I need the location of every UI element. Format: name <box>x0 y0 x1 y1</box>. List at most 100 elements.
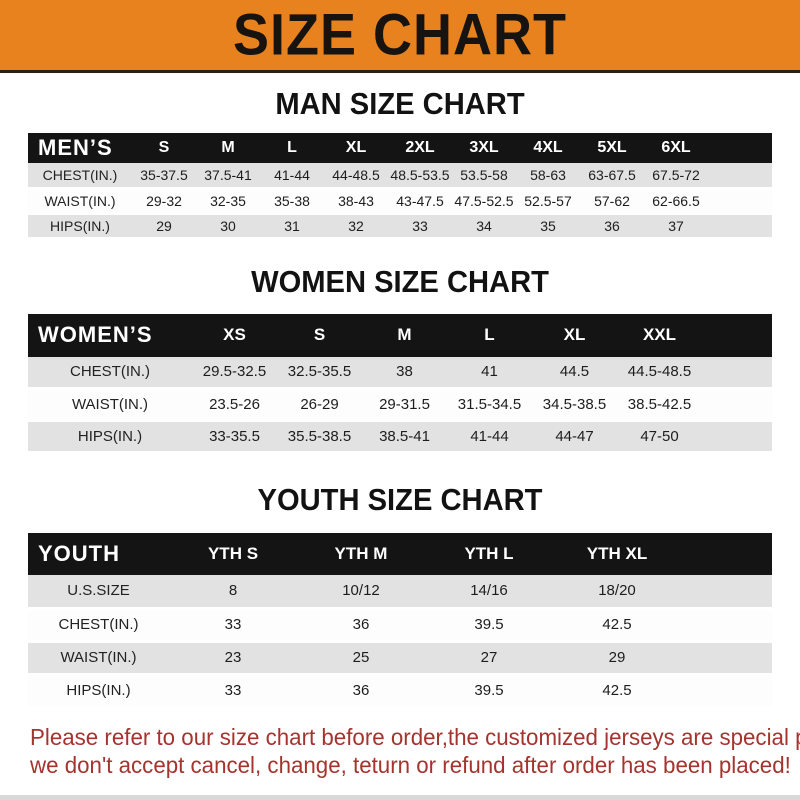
women-size-column-header: M <box>362 313 447 357</box>
women-corner-label: WOMEN’S <box>28 313 192 357</box>
women-size-value-cell: 34.5-38.5 <box>532 388 617 422</box>
youth-section-title: YOUTH SIZE CHART <box>257 482 543 517</box>
youth-measurement-row: WAIST(IN.) 23 25 27 29 <box>28 641 772 676</box>
men-size-column-header: 2XL <box>388 133 452 163</box>
men-size-value-cell: 35-38 <box>260 188 324 215</box>
youth-size-value-cell: 42.5 <box>553 608 681 643</box>
women-row-filler <box>702 388 772 422</box>
men-corner-label: MEN’S <box>28 133 132 163</box>
youth-size-value-cell: 10/12 <box>297 575 425 610</box>
women-measurement-row: WAIST(IN.) 23.5-26 26-29 29-31.5 31.5-34.5 34… <box>28 388 772 422</box>
men-row-filler <box>708 163 772 190</box>
youth-table-head: YOUTH YTH S YTH M YTH L YTH XL <box>28 533 772 575</box>
men-size-value-cell: 44-48.5 <box>324 163 388 190</box>
women-size-value-cell: 35.5-38.5 <box>277 420 362 454</box>
women-row-filler <box>702 356 772 390</box>
youth-size-value-cell: 25 <box>297 641 425 676</box>
youth-size-value-cell: 42.5 <box>553 674 681 709</box>
women-size-value-cell: 32.5-35.5 <box>277 356 362 390</box>
banner: SIZE CHART <box>0 0 800 73</box>
men-size-column-header: 4XL <box>516 133 580 163</box>
youth-row-label: WAIST(IN.) <box>28 641 169 676</box>
men-size-value-cell: 31 <box>260 213 324 240</box>
men-size-value-cell: 30 <box>196 213 260 240</box>
youth-size-value-cell: 33 <box>169 608 297 643</box>
men-size-value-cell: 38-43 <box>324 188 388 215</box>
women-size-value-cell: 38.5-42.5 <box>617 388 702 422</box>
youth-size-value-cell: 29 <box>553 641 681 676</box>
men-size-column-header: L <box>260 133 324 163</box>
men-size-column-header: XL <box>324 133 388 163</box>
section-women: WOMEN SIZE CHART WOMEN’S XS S M L XL XXL CHEST… <box>0 263 800 454</box>
youth-row-label: HIPS(IN.) <box>28 674 169 709</box>
women-size-value-cell: 38.5-41 <box>362 420 447 454</box>
youth-size-column-header: YTH S <box>169 533 297 575</box>
men-size-value-cell: 48.5-53.5 <box>388 163 452 190</box>
men-measurement-row: HIPS(IN.) 29 30 31 32 33 34 35 36 37 <box>28 213 772 240</box>
women-size-value-cell: 41 <box>447 356 532 390</box>
women-table-head: WOMEN’S XS S M L XL XXL <box>28 313 772 357</box>
youth-measurement-row: HIPS(IN.) 33 36 39.5 42.5 <box>28 674 772 709</box>
women-size-column-header: S <box>277 313 362 357</box>
bottom-edge-strip <box>0 795 800 800</box>
men-size-value-cell: 32 <box>324 213 388 240</box>
men-size-column-header: 5XL <box>580 133 644 163</box>
men-size-value-cell: 36 <box>580 213 644 240</box>
women-size-column-header: L <box>447 313 532 357</box>
men-size-value-cell: 63-67.5 <box>580 163 644 190</box>
men-size-column-header: S <box>132 133 196 163</box>
women-section-title: WOMEN SIZE CHART <box>251 263 549 299</box>
men-size-value-cell: 35 <box>516 213 580 240</box>
youth-size-value-cell: 23 <box>169 641 297 676</box>
men-size-column-header: M <box>196 133 260 163</box>
men-size-value-cell: 57-62 <box>580 188 644 215</box>
women-row-label: HIPS(IN.) <box>28 420 192 454</box>
men-size-table: MEN’S S M L XL 2XL 3XL 4XL 5XL 6XL CHEST(IN.) 35-3… <box>28 133 772 240</box>
notice-line-2: we don't accept cancel, change, teturn o… <box>30 751 791 778</box>
men-row-label: HIPS(IN.) <box>28 213 132 240</box>
men-size-value-cell: 43-47.5 <box>388 188 452 215</box>
women-row-label: CHEST(IN.) <box>28 356 192 390</box>
men-measurement-row: CHEST(IN.) 35-37.5 37.5-41 41-44 44-48.5 48.5… <box>28 163 772 190</box>
youth-size-value-cell: 14/16 <box>425 575 553 610</box>
footer-notice: Please refer to our size chart before or… <box>30 723 800 779</box>
men-size-value-cell: 47.5-52.5 <box>452 188 516 215</box>
women-size-value-cell: 44.5-48.5 <box>617 356 702 390</box>
youth-size-value-cell: 36 <box>297 674 425 709</box>
youth-measurement-row: U.S.SIZE 8 10/12 14/16 18/20 <box>28 575 772 610</box>
women-size-value-cell: 47-50 <box>617 420 702 454</box>
notice-line-1: Please refer to our size chart before or… <box>30 723 800 750</box>
women-size-column-header: XXL <box>617 313 702 357</box>
men-row-filler <box>708 188 772 215</box>
men-size-value-cell: 52.5-57 <box>516 188 580 215</box>
men-section-title: MAN SIZE CHART <box>275 86 525 121</box>
women-size-column-header: XS <box>192 313 277 357</box>
youth-row-label: U.S.SIZE <box>28 575 169 610</box>
men-row-filler <box>708 213 772 240</box>
youth-measurement-row: CHEST(IN.) 33 36 39.5 42.5 <box>28 608 772 643</box>
men-size-value-cell: 35-37.5 <box>132 163 196 190</box>
men-header-filler <box>708 133 772 163</box>
youth-corner-label: YOUTH <box>28 533 169 575</box>
women-measurement-row: CHEST(IN.) 29.5-32.5 32.5-35.5 38 41 44.5 44.5… <box>28 356 772 390</box>
women-size-value-cell: 44.5 <box>532 356 617 390</box>
men-measurement-row: WAIST(IN.) 29-32 32-35 35-38 38-43 43-47.5 47.… <box>28 188 772 215</box>
men-table-head: MEN’S S M L XL 2XL 3XL 4XL 5XL 6XL <box>28 133 772 163</box>
women-size-value-cell: 31.5-34.5 <box>447 388 532 422</box>
men-row-label: WAIST(IN.) <box>28 188 132 215</box>
youth-row-filler <box>681 641 772 676</box>
youth-size-table: YOUTH YTH S YTH M YTH L YTH XL U.S.SIZE 8 10/1… <box>28 533 772 709</box>
youth-size-value-cell: 39.5 <box>425 674 553 709</box>
men-size-value-cell: 53.5-58 <box>452 163 516 190</box>
men-size-value-cell: 67.5-72 <box>644 163 708 190</box>
women-size-value-cell: 29-31.5 <box>362 388 447 422</box>
banner-title: SIZE CHART <box>233 2 567 68</box>
women-size-value-cell: 29.5-32.5 <box>192 356 277 390</box>
women-table-body: CHEST(IN.) 29.5-32.5 32.5-35.5 38 41 44.5 44.5… <box>28 356 772 454</box>
men-size-value-cell: 58-63 <box>516 163 580 190</box>
youth-size-value-cell: 27 <box>425 641 553 676</box>
men-size-value-cell: 29 <box>132 213 196 240</box>
youth-row-filler <box>681 674 772 709</box>
men-size-value-cell: 32-35 <box>196 188 260 215</box>
